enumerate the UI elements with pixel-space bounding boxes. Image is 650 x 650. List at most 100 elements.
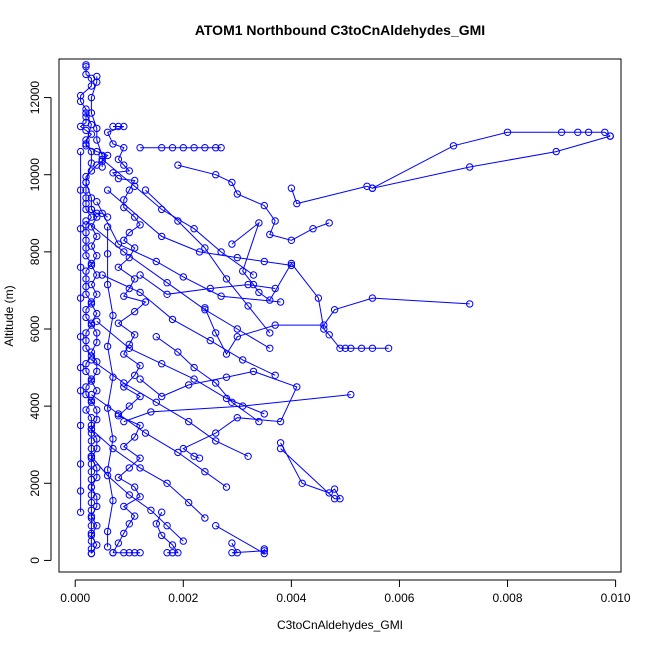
data-point [93, 444, 101, 453]
data-point [552, 147, 560, 156]
x-tick-label: 0.000 [60, 591, 90, 605]
data-point [76, 263, 85, 271]
data-point [87, 452, 96, 460]
series-line [96, 201, 281, 303]
data-point [152, 333, 161, 341]
data-point [293, 383, 301, 391]
data-point [76, 487, 85, 495]
data-point [82, 406, 90, 414]
data-point [168, 549, 177, 557]
data-point [87, 147, 96, 156]
data-point [103, 223, 112, 231]
data-point [93, 72, 101, 81]
data-point [87, 390, 96, 399]
data-point [82, 344, 90, 352]
data-point [103, 466, 112, 474]
series-line [145, 189, 271, 334]
series-28 [152, 333, 263, 426]
data-point [233, 253, 242, 262]
data-point [179, 444, 188, 453]
series-line [372, 135, 611, 189]
data-point [109, 311, 117, 320]
data-point [260, 547, 268, 555]
data-point [309, 225, 317, 233]
data-point [195, 454, 204, 462]
data-point [266, 296, 274, 304]
data-point [320, 325, 328, 333]
data-point [357, 344, 366, 352]
data-point [606, 132, 614, 140]
data-point [298, 479, 306, 487]
data-point [82, 70, 90, 79]
data-point [82, 390, 90, 399]
data-point [136, 271, 144, 279]
data-point [163, 290, 171, 298]
data-point [276, 417, 285, 426]
data-point [217, 144, 225, 152]
series-26 [98, 155, 258, 279]
data-point [141, 186, 150, 194]
data-point [557, 128, 566, 137]
x-axis: 0.000 0.002 0.004 0.006 0.008 0.010 [60, 579, 631, 605]
data-point [131, 176, 139, 185]
data-point [222, 350, 231, 358]
data-point [260, 549, 268, 558]
data-point [131, 331, 139, 339]
data-point [103, 186, 112, 194]
data-point [82, 205, 90, 214]
data-point [103, 151, 112, 160]
data-point [244, 302, 252, 310]
data-point [147, 408, 155, 416]
data-point [87, 377, 96, 385]
data-point [93, 387, 101, 395]
data-point [260, 410, 268, 418]
data-point [336, 495, 344, 503]
data-point [136, 361, 144, 370]
data-point [87, 93, 96, 102]
data-point [163, 522, 171, 530]
data-point [87, 454, 96, 462]
data-point [201, 244, 209, 252]
series-line [107, 226, 114, 547]
data-point [136, 549, 144, 557]
data-point [93, 329, 101, 337]
data-point [114, 473, 123, 482]
data-point [87, 529, 96, 538]
data-point [341, 344, 350, 352]
data-point [249, 367, 258, 376]
data-point [93, 541, 101, 549]
data-point [276, 444, 285, 453]
data-point [87, 194, 96, 202]
data-point [76, 508, 85, 516]
data-point [174, 448, 182, 457]
data-point [179, 537, 188, 545]
data-point [141, 298, 150, 306]
y-tick-label: 8000 [28, 238, 42, 265]
data-point [201, 306, 209, 314]
data-point [276, 298, 285, 306]
data-point [185, 417, 193, 426]
series-line [156, 336, 260, 423]
data-point [93, 502, 101, 511]
data-point [93, 522, 101, 530]
data-point [136, 144, 144, 152]
data-point [109, 496, 117, 505]
data-point [185, 498, 193, 507]
x-tick-label: 0.004 [276, 591, 306, 605]
data-point [103, 280, 112, 289]
data-point [131, 371, 139, 379]
x-tick-label: 0.010 [601, 591, 631, 605]
series-23 [87, 425, 209, 522]
series-line [107, 189, 292, 266]
data-point [93, 338, 101, 347]
data-point [109, 122, 117, 131]
series-line [106, 126, 147, 553]
data-point [120, 161, 128, 169]
data-point [190, 144, 198, 152]
series-line [96, 320, 265, 415]
data-point [228, 539, 236, 547]
series-30 [76, 147, 85, 516]
data-point [114, 263, 123, 271]
data-point [82, 306, 90, 314]
data-point [93, 198, 101, 206]
